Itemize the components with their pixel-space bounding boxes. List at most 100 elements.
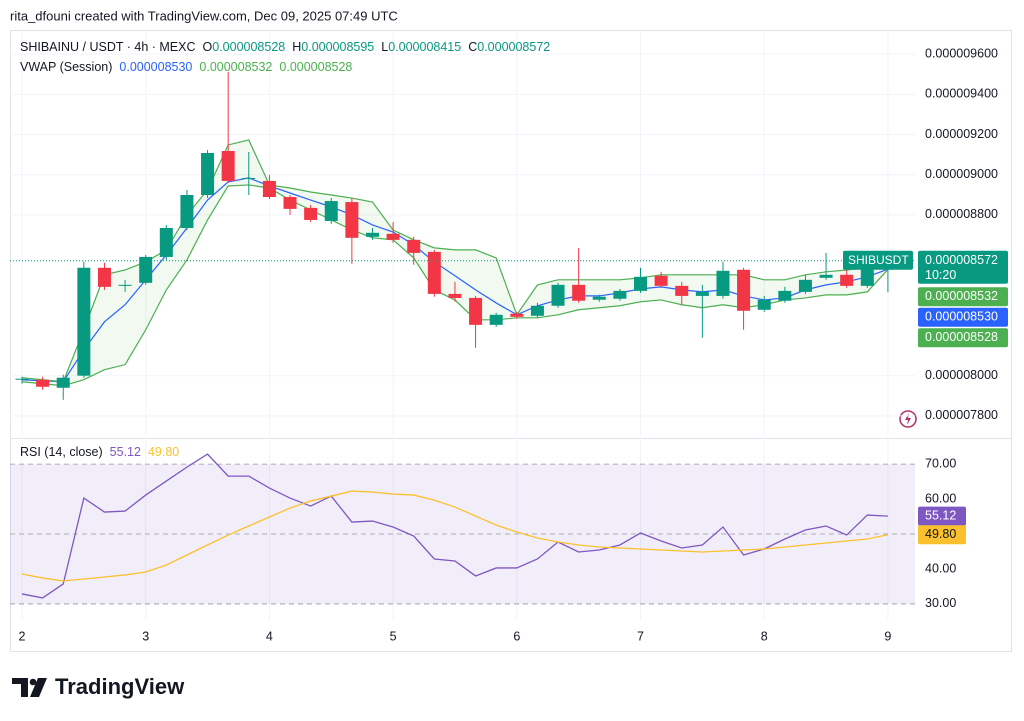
vwap-tag — [918, 307, 1008, 327]
candle-body — [242, 177, 256, 179]
candle-body — [221, 150, 235, 181]
candle-body — [757, 299, 771, 310]
value-tag — [918, 525, 966, 545]
vwap-tag — [918, 328, 1008, 348]
y-tick-label: 60.00 — [925, 491, 956, 505]
y-tick-label: 0.000007800 — [925, 408, 998, 422]
price-tag-label: 0.000008572 — [925, 253, 998, 267]
legend-ohlc-value: 0.000008595 — [301, 40, 374, 54]
candle-body — [324, 201, 338, 221]
x-tick-label: 7 — [637, 629, 644, 643]
rsi-line — [21, 490, 889, 582]
candle-body — [386, 233, 400, 240]
y-tick-label: 40.00 — [925, 561, 956, 575]
legend-ohlc-label: L — [381, 40, 388, 54]
y-tick-label: 0.000009000 — [925, 167, 998, 181]
x-tick-label: 4 — [266, 629, 273, 643]
candle-body — [737, 269, 751, 311]
legend-value: 55.12 — [110, 445, 141, 459]
legend: SHIBAINU / USDT · 4h · MEXC O0.000008528 H… — [20, 40, 550, 54]
x-tick-label: 9 — [884, 629, 891, 643]
x-tick-label: 5 — [390, 629, 397, 643]
vwap-tag — [918, 287, 1008, 307]
candle-body — [530, 305, 544, 316]
symbol-tag — [843, 250, 913, 270]
legend-ohlc-label: H — [292, 40, 301, 54]
candle-body — [778, 290, 792, 301]
x-tick-label: 6 — [513, 629, 520, 643]
candle-body — [840, 274, 854, 286]
legend-title: VWAP (Session) — [20, 60, 112, 74]
candle-body — [365, 232, 379, 237]
candle-body — [695, 291, 709, 296]
y-tick-label: 70.00 — [925, 456, 956, 470]
candle-body — [592, 296, 606, 300]
credit: rita_dfouni created with TradingView.com… — [10, 8, 398, 23]
price-tag — [918, 250, 1008, 284]
legend-ohlc-value: 0.000008528 — [212, 40, 285, 54]
y-tick-label: 0.000009600 — [925, 46, 998, 60]
candle-body — [819, 274, 833, 278]
legend-value: 0.000008528 — [279, 60, 352, 74]
candle-body — [15, 378, 29, 380]
legend: VWAP (Session) 0.000008530 0.000008532 0.00… — [20, 60, 352, 74]
grid — [10, 30, 915, 620]
legend-value: 49.80 — [148, 445, 179, 459]
candle-body — [469, 297, 483, 325]
candle-body — [97, 267, 111, 287]
legend-ohlc-value: 0.000008415 — [388, 40, 461, 54]
value-tag — [918, 506, 966, 526]
y-tick-label: 0.000008800 — [925, 207, 998, 221]
vwap-tag-label: 0.000008530 — [925, 310, 998, 324]
y-tick-label: 0.000008000 — [925, 368, 998, 382]
candle-body — [613, 290, 627, 299]
frame — [10, 30, 1012, 652]
candle-body — [77, 267, 91, 376]
candle-body — [675, 285, 689, 296]
legend-title: RSI (14, close) — [20, 445, 103, 459]
legend-ohlc-label: C — [468, 40, 477, 54]
legend-value: 0.000008530 — [119, 60, 192, 74]
candle-body — [262, 180, 276, 198]
y-tick-label: 0.000009200 — [925, 127, 998, 141]
candle-body — [448, 293, 462, 298]
symbol-tag-label: SHIBUSDT — [848, 253, 909, 267]
candle-body — [56, 377, 70, 388]
band-fill — [21, 139, 888, 386]
candle-body — [159, 227, 173, 257]
countdown: 10:20 — [925, 268, 956, 282]
x-tick-label: 2 — [19, 629, 26, 643]
legend-title: SHIBAINU / USDT · 4h · MEXC — [20, 40, 196, 54]
candle-body — [304, 207, 318, 220]
candle-body — [551, 284, 565, 306]
axes: 2 3 4 5 6 7 8 9 0.000009600 0.000009400 0.00000920… — [19, 46, 1008, 643]
value-tag-label: 55.12 — [925, 508, 956, 522]
y-tick-label: 0.000009400 — [925, 87, 998, 101]
candle-body — [489, 314, 503, 325]
value-tag-label: 49.80 — [925, 527, 956, 541]
y-tick-label: 30.00 — [925, 596, 956, 610]
legend-ohlc-value: 0.000008572 — [477, 40, 550, 54]
legend-value: 0.000008532 — [199, 60, 272, 74]
x-tick-label: 3 — [142, 629, 149, 643]
candle-body — [118, 284, 132, 286]
vwap-tag-label: 0.000008528 — [925, 330, 998, 344]
legend-ohlc-label: O — [203, 40, 213, 54]
candle-body — [36, 379, 50, 387]
x-tick-label: 8 — [761, 629, 768, 643]
candle-body — [283, 197, 297, 209]
alert-icon — [899, 410, 917, 428]
brand: TradingView — [55, 674, 185, 699]
candle-body — [201, 153, 215, 196]
brand-logo — [12, 678, 47, 697]
candle-body — [510, 313, 524, 317]
candle-body — [139, 256, 153, 283]
legend: RSI (14, close) 55.12 49.80 — [20, 445, 179, 459]
candle-body — [654, 275, 668, 286]
candle-body — [716, 270, 730, 296]
candle-body — [572, 284, 586, 301]
candle-body — [180, 195, 194, 228]
candle-body — [427, 251, 441, 294]
